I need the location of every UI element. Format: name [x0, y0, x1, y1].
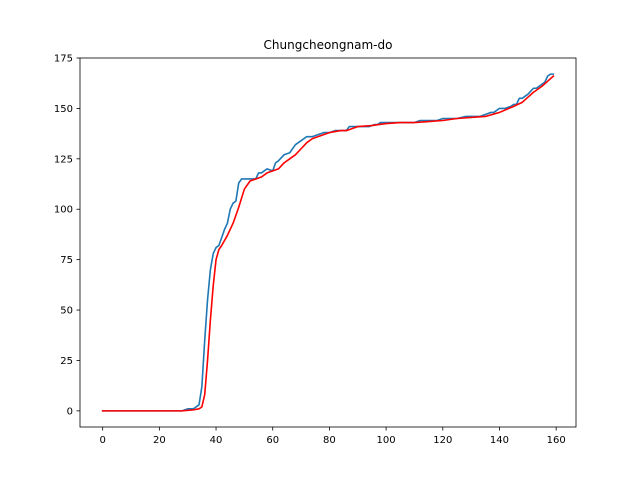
x-axis: 0 20 40 60 80 100 120 140 160 — [99, 427, 566, 446]
x-tick-label: 160 — [547, 435, 566, 446]
x-tick-label: 120 — [433, 435, 452, 446]
y-tick-label: 0 — [67, 406, 73, 417]
y-tick-label: 175 — [54, 54, 73, 65]
x-tick-label: 0 — [99, 435, 105, 446]
y-tick-label: 75 — [60, 255, 73, 266]
y-tick-label: 50 — [60, 306, 73, 317]
y-tick-label: 100 — [54, 205, 73, 216]
x-tick-label: 20 — [153, 435, 166, 446]
series-layer — [101, 73, 555, 412]
x-tick-label: 60 — [266, 435, 279, 446]
plot-frame — [79, 57, 577, 428]
y-axis: 0 25 50 75 100 125 150 175 — [54, 54, 80, 417]
x-tick-label: 40 — [210, 435, 223, 446]
y-tick-label: 150 — [54, 104, 73, 115]
chart-title: Chungcheongnam-do — [264, 38, 393, 52]
x-tick-label: 80 — [323, 435, 336, 446]
y-tick-label: 125 — [54, 154, 73, 165]
series-line-2 — [101, 75, 555, 412]
x-tick-label: 140 — [490, 435, 509, 446]
y-tick-label: 25 — [60, 356, 73, 367]
x-tick-label: 100 — [377, 435, 396, 446]
